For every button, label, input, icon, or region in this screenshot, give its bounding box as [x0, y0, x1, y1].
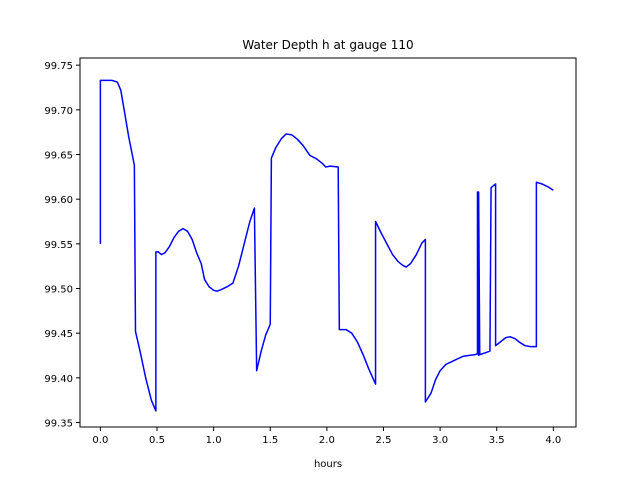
- x-tick-label: 0.0: [92, 435, 108, 446]
- y-tick-label: 99.55: [44, 240, 73, 251]
- x-tick-label: 2.5: [376, 435, 392, 446]
- y-tick-label: 99.45: [44, 329, 73, 340]
- x-tick-label: 1.0: [206, 435, 222, 446]
- axes-frame: [79, 57, 577, 428]
- x-axis-label: hours: [314, 459, 342, 470]
- series-line-water-depth: [99, 79, 554, 412]
- x-tick-label: 0.5: [149, 435, 165, 446]
- y-tick-label: 99.60: [44, 195, 73, 206]
- chart-title: Water Depth h at gauge 110: [242, 38, 413, 52]
- x-tick-label: 3.5: [489, 435, 505, 446]
- y-tick-label: 99.40: [44, 374, 73, 385]
- y-tick-label: 99.35: [44, 419, 73, 430]
- x-tick-label: 2.0: [319, 435, 335, 446]
- y-axis: 99.35 99.40 99.45 99.50 99.55 99.60 99.65 99.70…: [44, 61, 80, 430]
- x-tick-label: 4.0: [545, 435, 561, 446]
- y-tick-label: 99.70: [44, 106, 73, 117]
- plot-area: [99, 79, 554, 412]
- y-tick-label: 99.65: [44, 150, 73, 161]
- y-tick-label: 99.50: [44, 285, 73, 296]
- x-axis: 0.0 0.5 1.0 1.5 2.0 2.5 3.0 3.5 4.0: [92, 427, 561, 446]
- x-tick-label: 1.5: [262, 435, 278, 446]
- y-tick-label: 99.75: [44, 61, 73, 72]
- x-tick-label: 3.0: [432, 435, 448, 446]
